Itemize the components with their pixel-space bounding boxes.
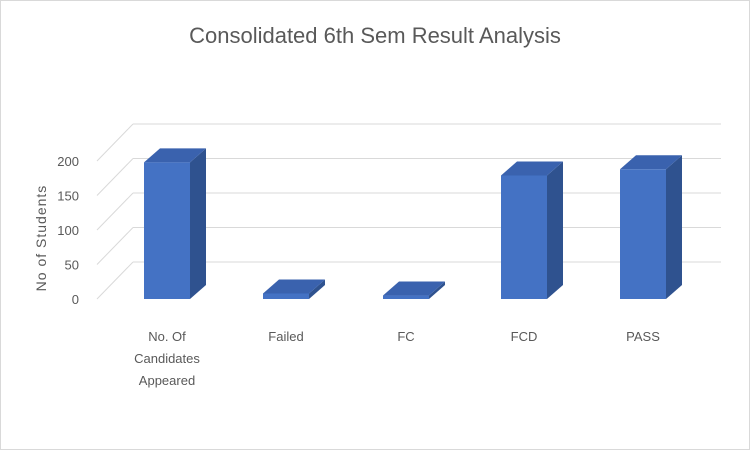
- x-tick-label: PASS: [626, 329, 660, 344]
- bar-4: [620, 169, 666, 299]
- bar-0-side: [190, 148, 206, 299]
- bar-2-top: [383, 281, 445, 296]
- bar-2: [383, 295, 429, 299]
- bar-3-side: [547, 161, 563, 299]
- bar-1: [263, 293, 309, 299]
- x-tick-label: FC: [397, 329, 414, 344]
- x-tick-label: Failed: [268, 329, 303, 344]
- y-tick-label: 100: [57, 223, 79, 238]
- bar-4-top: [620, 155, 682, 170]
- y-tick-label: 50: [65, 258, 79, 273]
- bar-1-side: [309, 279, 325, 299]
- gridline-wall: [96, 123, 134, 162]
- bar-0-top: [144, 148, 206, 163]
- bar-2-side: [429, 281, 445, 299]
- gridline-wall: [96, 192, 134, 231]
- x-tick-label: FCD: [511, 329, 538, 344]
- chart-title: Consolidated 6th Sem Result Analysis: [189, 23, 561, 48]
- y-tick-label: 200: [57, 154, 79, 169]
- x-tick-label: No. Of Candidates Appeared: [134, 329, 200, 388]
- y-tick-label: 0: [72, 292, 79, 307]
- x-tick-label-line: Candidates: [134, 351, 200, 366]
- x-tick-label-line: FCD: [511, 329, 538, 344]
- bar-4-side: [666, 155, 682, 299]
- bar-1-top: [263, 279, 325, 294]
- gridline-wall: [96, 227, 134, 265]
- bar-0: [144, 162, 190, 299]
- bar-3: [501, 175, 547, 299]
- bar-3-top: [501, 161, 563, 176]
- x-tick-label-line: No. Of: [148, 329, 186, 344]
- x-tick-label-line: Failed: [268, 329, 303, 344]
- gridline-wall: [96, 261, 134, 300]
- y-axis-label: No of Students: [33, 185, 49, 292]
- gridline-wall: [96, 158, 134, 196]
- y-tick-label: 150: [57, 189, 79, 204]
- x-tick-label-line: PASS: [626, 329, 660, 344]
- x-tick-label-line: FC: [397, 329, 414, 344]
- x-tick-label-line: Appeared: [139, 373, 195, 388]
